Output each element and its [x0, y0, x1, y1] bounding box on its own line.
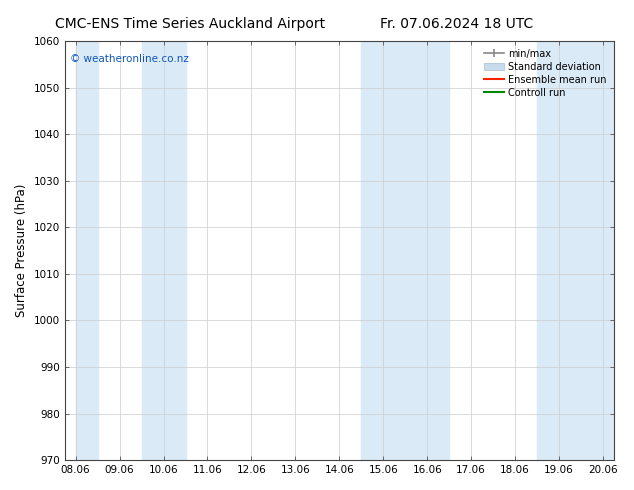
Legend: min/max, Standard deviation, Ensemble mean run, Controll run: min/max, Standard deviation, Ensemble me… — [481, 46, 609, 100]
Bar — [537, 41, 625, 460]
Text: Fr. 07.06.2024 18 UTC: Fr. 07.06.2024 18 UTC — [380, 17, 533, 31]
Text: CMC-ENS Time Series Auckland Airport: CMC-ENS Time Series Auckland Airport — [55, 17, 325, 31]
Bar — [75, 41, 98, 460]
Bar — [361, 41, 450, 460]
Text: © weatheronline.co.nz: © weatheronline.co.nz — [70, 53, 189, 64]
Y-axis label: Surface Pressure (hPa): Surface Pressure (hPa) — [15, 184, 28, 318]
Bar — [141, 41, 186, 460]
